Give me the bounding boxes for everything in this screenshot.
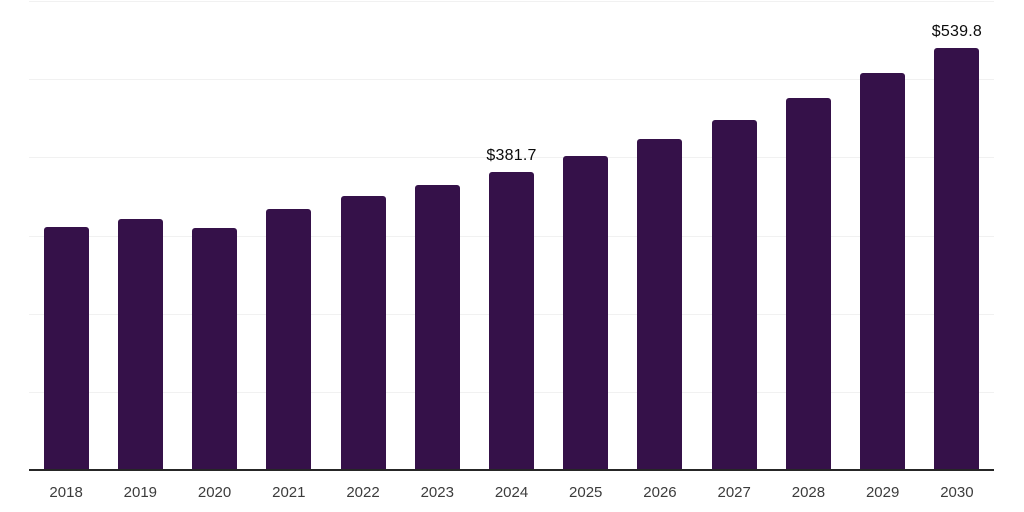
- plot-area: $381.7 $539.8: [29, 1, 994, 470]
- bar-2019: [117, 219, 163, 470]
- x-tick-label-2022: 2022: [346, 484, 380, 501]
- x-axis-line: [29, 469, 994, 471]
- bar-2023: [414, 184, 460, 470]
- x-tick-label-2021: 2021: [272, 484, 306, 501]
- x-tick-label-2028: 2028: [791, 484, 826, 501]
- x-tick-label-2025: 2025: [569, 484, 603, 501]
- bar-2027: [711, 119, 757, 470]
- bar-value-label-2024: $381.7: [486, 146, 537, 164]
- x-tick-label-2019: 2019: [123, 484, 158, 501]
- gridline-500: [29, 79, 994, 81]
- x-tick-label-2018: 2018: [49, 484, 83, 501]
- bar-2030: [934, 48, 980, 470]
- gridline-400: [29, 157, 994, 159]
- x-tick-label-2026: 2026: [643, 484, 677, 501]
- x-tick-label-2027: 2027: [717, 484, 751, 501]
- x-tick-label-2023: 2023: [420, 484, 454, 501]
- bar-2020: [192, 227, 238, 470]
- bar-2029: [860, 72, 906, 470]
- x-tick-label-2029: 2029: [865, 484, 900, 501]
- x-tick-label-2020: 2020: [197, 484, 232, 501]
- bar-value-label-2030: $539.8: [931, 23, 982, 41]
- bar-2022: [340, 196, 386, 470]
- x-tick-label-2024: 2024: [494, 484, 529, 501]
- bar-2024: [489, 171, 534, 470]
- bar-2025: [563, 155, 609, 470]
- bar-2021: [266, 208, 312, 470]
- gridline-600: [29, 1, 994, 2]
- bar-2018: [43, 226, 89, 470]
- x-tick-label-2030: 2030: [940, 484, 974, 501]
- x-axis-tick-labels: 2018 2019 2020 2021 2022 2023 2024 2025 2026 2027…: [29, 484, 994, 504]
- bar-2026: [637, 138, 683, 470]
- bar-2028: [785, 97, 831, 470]
